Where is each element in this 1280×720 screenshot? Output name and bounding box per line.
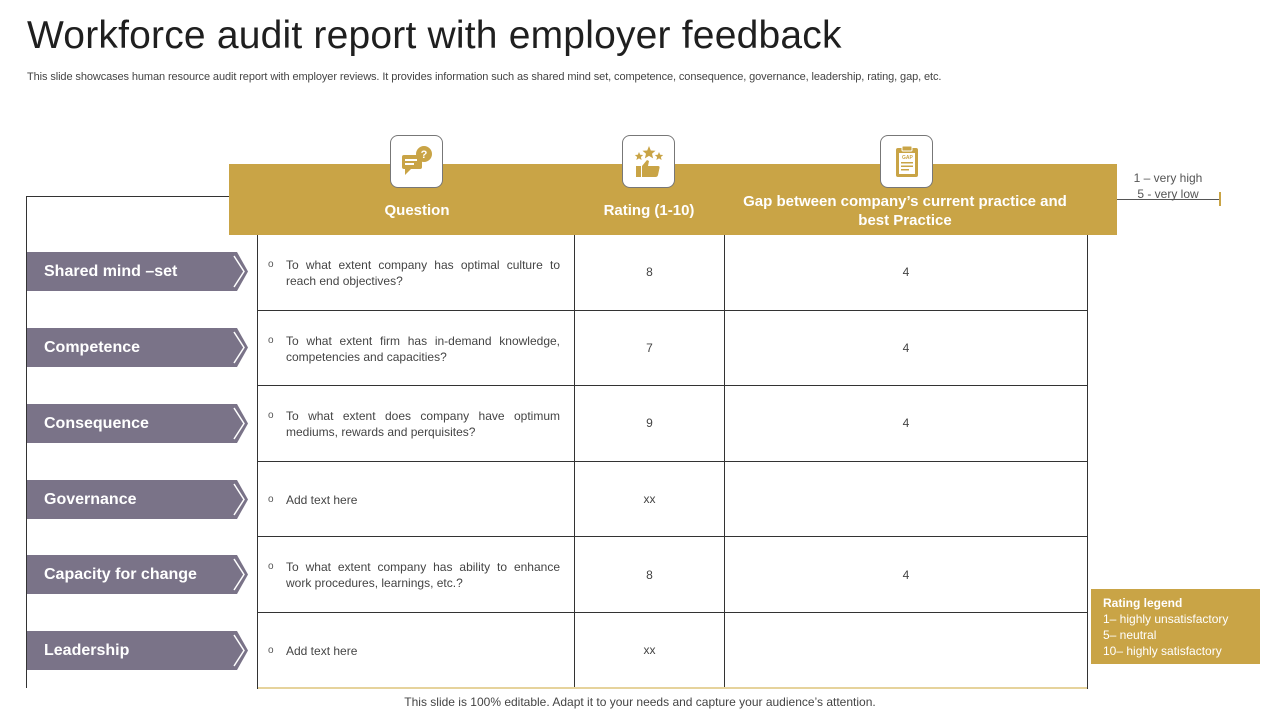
- bullet: o: [268, 410, 274, 422]
- gap-cell: 4: [902, 265, 910, 280]
- scale-tick: [1219, 192, 1221, 206]
- row-label-governance: Governance: [27, 480, 248, 519]
- page-title: Workforce audit report with employer fee…: [27, 14, 842, 57]
- row-label-consequence: Consequence: [27, 404, 248, 443]
- svg-text:GAP: GAP: [902, 155, 914, 161]
- rating-cell: 8: [575, 537, 725, 612]
- question-cell: o To what extent company has ability to e…: [258, 537, 575, 612]
- question-chat-icon: ?: [390, 135, 443, 188]
- question-cell: o To what extent company has optimal cult…: [258, 235, 575, 310]
- question-text: To what extent firm has in-demand knowle…: [286, 333, 560, 364]
- bullet: o: [268, 334, 274, 346]
- bullet: o: [268, 561, 274, 573]
- bullet: o: [268, 259, 274, 270]
- footer-note: This slide is 100% editable. Adapt it to…: [404, 695, 876, 709]
- row-label-text: Shared mind –set: [44, 263, 178, 280]
- scale-high-label: 1 – very high: [1133, 171, 1203, 185]
- row-label-text: Leadership: [44, 642, 130, 659]
- row-label-text: Consequence: [44, 415, 149, 432]
- table-row: o To what extent does company have optimu…: [258, 386, 1087, 462]
- legend-item: 10– highly satisfactory: [1103, 644, 1222, 658]
- rating-legend: Rating legend 1– highly unsatisfactory 5…: [1091, 589, 1260, 664]
- rating-cell: 8: [575, 235, 725, 310]
- row-label-capacity-for-change: Capacity for change: [27, 555, 248, 594]
- question-text: Add text here: [286, 492, 358, 507]
- page-subtitle: This slide showcases human resource audi…: [27, 71, 942, 83]
- bullet: o: [268, 644, 274, 656]
- header-rating: Rating (1-10): [603, 201, 695, 219]
- left-bracket-top: [26, 196, 230, 197]
- row-label-text: Capacity for change: [44, 566, 197, 583]
- rating-cell: 9: [575, 386, 725, 461]
- legend-title: Rating legend: [1103, 596, 1183, 610]
- svg-text:?: ?: [420, 149, 427, 161]
- question-text: Add text here: [286, 643, 358, 658]
- gap-cell: 4: [902, 340, 910, 355]
- header-gap: Gap between company’s current practice a…: [743, 193, 1067, 229]
- row-label-shared-mind-set: Shared mind –set: [27, 252, 248, 291]
- table-row: o To what extent company has ability to e…: [258, 537, 1087, 613]
- table-row: o Add text here xx: [258, 461, 1087, 538]
- row-label-leadership: Leadership: [27, 631, 248, 670]
- legend-item: 1– highly unsatisfactory: [1103, 612, 1229, 626]
- question-text: To what extent company has optimal cultu…: [286, 258, 560, 288]
- rating-cell: xx: [575, 612, 725, 687]
- rating-stars-thumb-icon: [622, 135, 675, 188]
- rating-cell: 7: [575, 310, 725, 386]
- row-label-competence: Competence: [27, 328, 248, 367]
- legend-item: 5– neutral: [1103, 628, 1157, 642]
- question-cell: o To what extent does company have optimu…: [258, 386, 575, 461]
- gap-cell: 4: [902, 567, 910, 582]
- question-cell: o To what extent firm has in-demand knowl…: [258, 310, 575, 386]
- header-question: Question: [384, 201, 450, 219]
- bullet: o: [268, 493, 274, 505]
- scale-low-label: 5 - very low: [1137, 187, 1199, 201]
- gap-clipboard-icon: GAP: [880, 135, 933, 188]
- question-text: To what extent does company have optimum…: [286, 409, 560, 440]
- question-cell: o Add text here: [258, 612, 575, 687]
- table-row: o To what extent firm has in-demand knowl…: [258, 310, 1087, 387]
- row-label-text: Governance: [44, 491, 137, 508]
- scale-line: [1117, 199, 1220, 200]
- row-label-text: Competence: [44, 339, 141, 356]
- left-bracket-line: [26, 196, 27, 688]
- audit-table: o To what extent company has optimal cult…: [257, 235, 1088, 689]
- table-row: o To what extent company has optimal cult…: [258, 235, 1087, 311]
- table-row: o Add text here xx: [258, 612, 1087, 689]
- question-text: To what extent company has ability to en…: [286, 560, 560, 591]
- rating-cell: xx: [575, 461, 725, 537]
- gap-cell: [725, 462, 1087, 537]
- gap-cell: 4: [902, 416, 910, 431]
- gap-cell: [725, 613, 1087, 687]
- question-cell: o Add text here: [258, 461, 575, 537]
